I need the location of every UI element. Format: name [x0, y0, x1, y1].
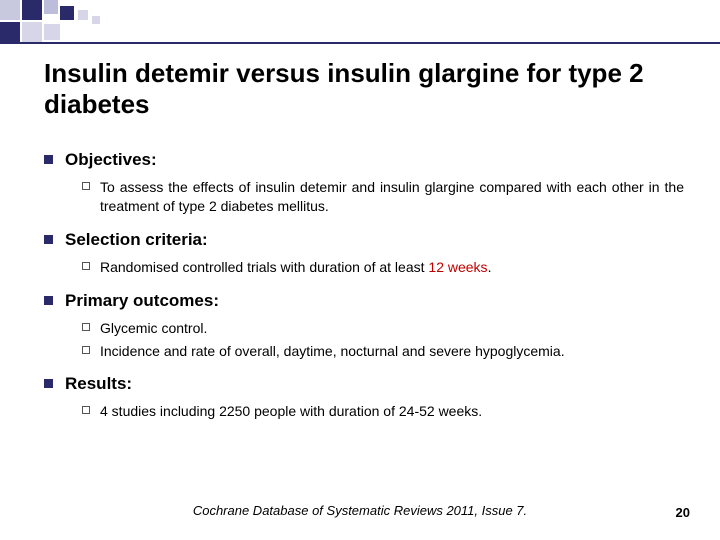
list-item: Randomised controlled trials with durati… [82, 258, 684, 277]
list-item: 4 studies including 2250 people with dur… [82, 402, 684, 421]
section-results: Results: 4 studies including 2250 people… [44, 374, 684, 421]
hollow-bullet-icon [82, 346, 90, 354]
hollow-bullet-icon [82, 323, 90, 331]
objectives-text: To assess the effects of insulin detemir… [100, 178, 684, 216]
primary-heading: Primary outcomes: [65, 291, 219, 311]
hollow-bullet-icon [82, 182, 90, 190]
bullet-icon [44, 296, 53, 305]
primary-text-1: Glycemic control. [100, 319, 207, 338]
list-item: To assess the effects of insulin detemir… [82, 178, 684, 216]
list-item: Glycemic control. [82, 319, 684, 338]
header-divider [0, 42, 720, 44]
selection-text: Randomised controlled trials with durati… [100, 258, 491, 277]
page-number: 20 [676, 505, 690, 520]
list-item: Incidence and rate of overall, daytime, … [82, 342, 684, 361]
objectives-heading: Objectives: [65, 150, 157, 170]
section-primary: Primary outcomes: Glycemic control. Inci… [44, 291, 684, 361]
corner-decoration [0, 0, 140, 44]
results-text: 4 studies including 2250 people with dur… [100, 402, 482, 421]
content-area: Objectives: To assess the effects of ins… [44, 150, 684, 435]
primary-text-2: Incidence and rate of overall, daytime, … [100, 342, 565, 361]
hollow-bullet-icon [82, 262, 90, 270]
selection-heading: Selection criteria: [65, 230, 208, 250]
section-objectives: Objectives: To assess the effects of ins… [44, 150, 684, 216]
section-selection: Selection criteria: Randomised controlle… [44, 230, 684, 277]
results-heading: Results: [65, 374, 132, 394]
slide-title: Insulin detemir versus insulin glargine … [44, 58, 684, 119]
citation: Cochrane Database of Systematic Reviews … [0, 503, 720, 518]
bullet-icon [44, 379, 53, 388]
bullet-icon [44, 235, 53, 244]
bullet-icon [44, 155, 53, 164]
hollow-bullet-icon [82, 406, 90, 414]
